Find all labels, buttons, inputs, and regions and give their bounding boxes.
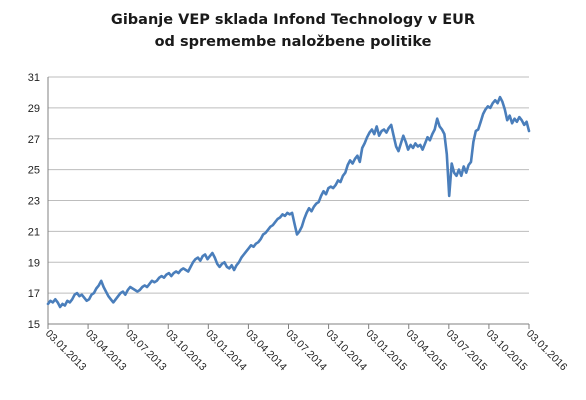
y-tick-label: 29 xyxy=(28,103,40,115)
y-tick-label: 19 xyxy=(28,257,40,269)
x-tick-label: 03.04.2014 xyxy=(243,328,289,374)
chart-title-line-2: od spremembe naložbene politike xyxy=(154,34,432,50)
x-tick-label: 03.04.2015 xyxy=(404,328,450,374)
x-tick-label: 03.01.2016 xyxy=(524,328,570,374)
y-tick-label: 15 xyxy=(28,319,40,331)
x-tick-label: 03.04.2013 xyxy=(83,328,129,374)
x-tick-label: 03.01.2015 xyxy=(364,328,410,374)
y-tick-label: 25 xyxy=(28,165,40,177)
y-tick-label: 23 xyxy=(28,196,40,208)
x-tick-label: 03.07.2015 xyxy=(444,328,490,374)
x-tick-label: 03.10.2014 xyxy=(323,328,369,374)
x-tick-label: 03.10.2015 xyxy=(484,328,530,374)
x-tick-label: 03.01.2013 xyxy=(43,328,89,374)
y-tick-label: 27 xyxy=(28,134,40,146)
y-tick-label: 17 xyxy=(28,288,40,300)
chart-title-line-1: Gibanje VEP sklada Infond Technology v E… xyxy=(110,12,476,28)
y-tick-label: 31 xyxy=(28,72,40,84)
series-line xyxy=(46,95,531,309)
y-tick-label: 21 xyxy=(28,226,40,238)
x-tick-label: 03.07.2014 xyxy=(283,328,329,374)
x-tick-label: 03.01.2014 xyxy=(203,328,249,374)
x-tick-label: 03.10.2013 xyxy=(163,328,209,374)
x-tick-label: 03.07.2013 xyxy=(123,328,169,374)
